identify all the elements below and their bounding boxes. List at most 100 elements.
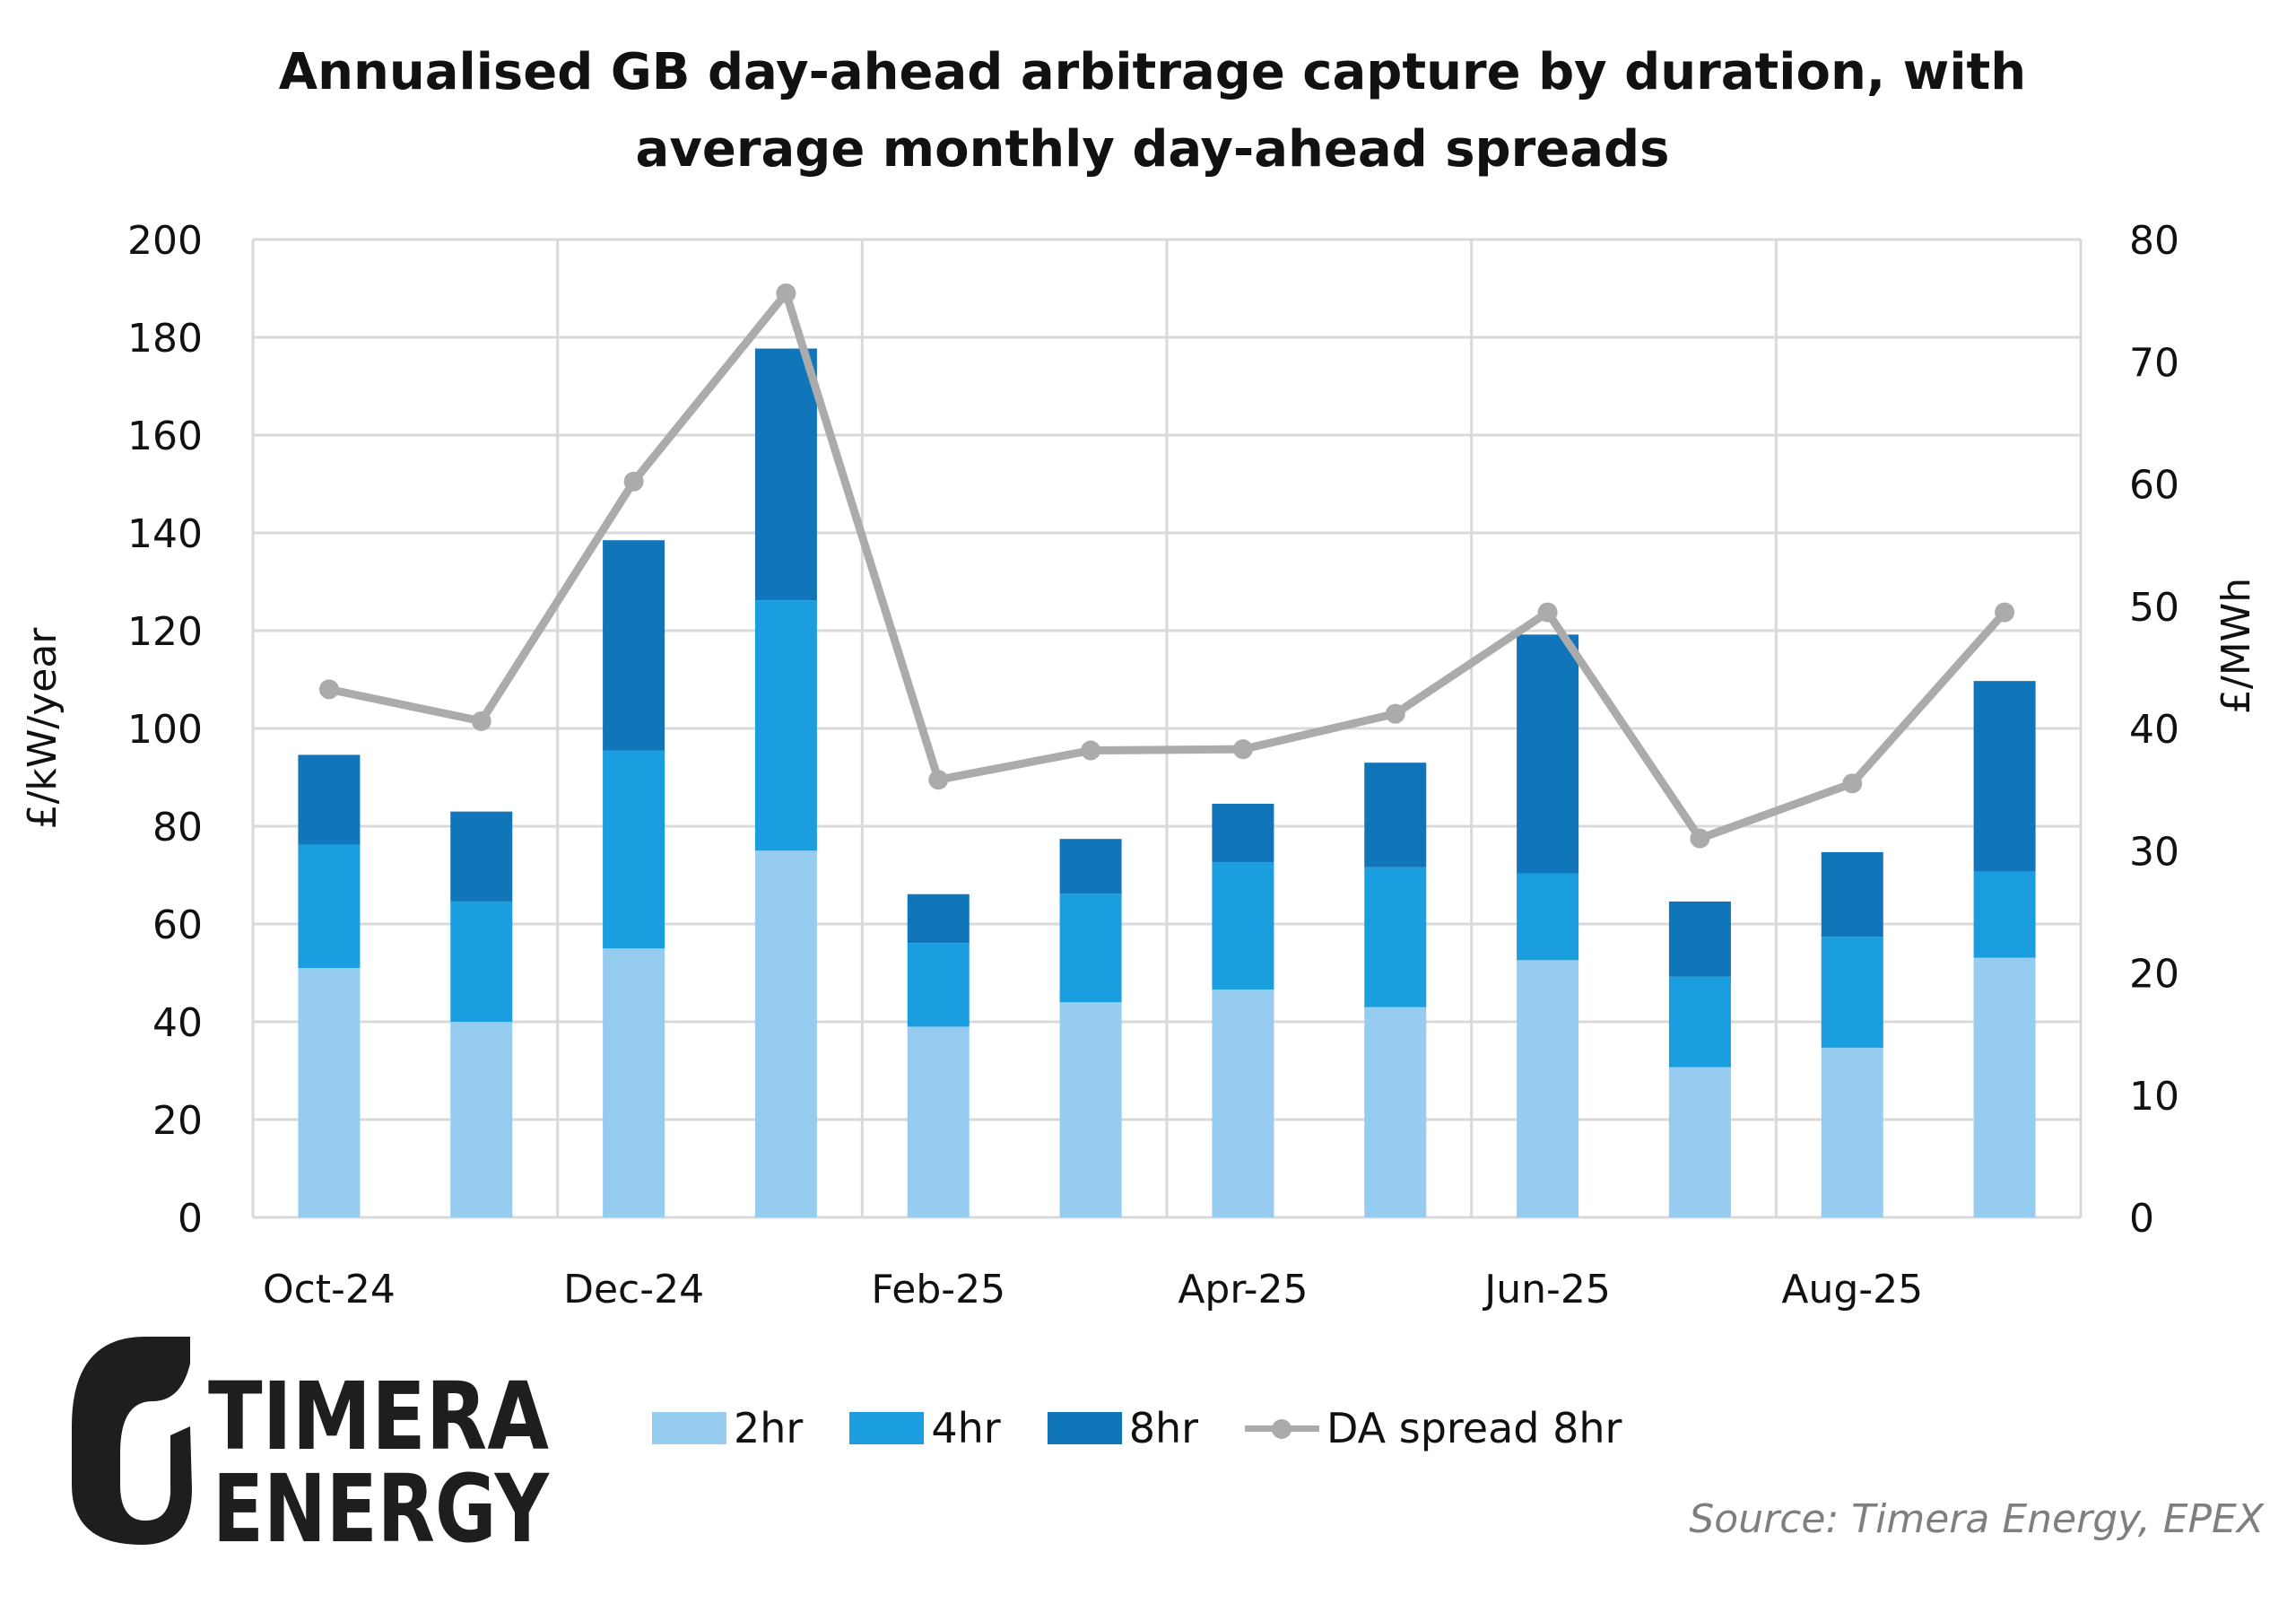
bar-2hr-Jul-25 — [1668, 1067, 1731, 1217]
bar-4hr-Jan-25 — [754, 600, 817, 851]
bar-4hr-Apr-25 — [1212, 862, 1274, 990]
bar-2hr-Jun-25 — [1517, 960, 1579, 1217]
bar-2hr-Mar-25 — [1059, 1002, 1122, 1217]
y-tick-label: 40 — [152, 1000, 203, 1046]
bar-2hr-Oct-24 — [298, 968, 361, 1217]
y-tick-label: 160 — [127, 414, 203, 459]
spread-line-path — [327, 289, 2008, 843]
chart-title: Annualised GB day-ahead arbitrage captur… — [0, 34, 2296, 188]
bar-4hr-Aug-25 — [1821, 937, 1883, 1048]
x-axis-ticks: Oct-24 Dec-24 Feb-25 Apr-25 Jun-25 Aug-25 — [263, 1267, 1923, 1312]
bar-4hr-Jul-25 — [1668, 976, 1731, 1068]
spread-point-Apr-25 — [1232, 739, 1253, 760]
timera-energy-logo: TIMERA ENERGY — [56, 1337, 558, 1564]
legend-swatch-8hr — [1047, 1412, 1122, 1444]
bar-8hr-Jul-25 — [1668, 901, 1731, 977]
legend-swatch-2hr — [652, 1412, 726, 1444]
bar-8hr-Apr-25 — [1212, 803, 1274, 863]
y2-tick-label: 10 — [2129, 1074, 2179, 1120]
x-tick-label: Oct-24 — [263, 1267, 396, 1312]
bar-4hr-Sep-25 — [1973, 871, 2036, 958]
logo-text-line2: ENERGY — [213, 1454, 550, 1547]
legend-line-marker-icon — [1245, 1412, 1320, 1444]
legend-item-2hr: 2hr — [652, 1404, 803, 1452]
bar-2hr-Jan-25 — [754, 850, 817, 1217]
spread-line — [318, 283, 2015, 849]
x-tick-label: Apr-25 — [1178, 1267, 1308, 1312]
bar-8hr-Sep-25 — [1973, 681, 2036, 872]
bar-8hr-Feb-25 — [907, 894, 970, 944]
y-tick-label: 100 — [127, 707, 203, 753]
spread-point-Nov-24 — [471, 710, 491, 731]
y-axis-right-title: £/MWh — [2213, 578, 2259, 714]
y-tick-label: 180 — [127, 316, 203, 362]
spread-point-May-25 — [1385, 703, 1405, 724]
spread-point-Aug-25 — [1842, 773, 1863, 794]
bar-8hr-Nov-24 — [450, 811, 513, 902]
y-tick-label: 80 — [152, 805, 203, 850]
y-tick-label: 60 — [152, 902, 203, 948]
bar-4hr-Oct-24 — [298, 844, 361, 969]
bars — [298, 348, 2036, 1217]
y2-tick-label: 40 — [2129, 707, 2179, 753]
source-note: Source: Timera Energy, EPEX — [1689, 1496, 2264, 1542]
legend-swatch-4hr — [849, 1412, 925, 1444]
legend-label: DA spread 8hr — [1326, 1404, 1622, 1452]
bar-4hr-Nov-24 — [450, 901, 513, 1022]
spread-point-Dec-24 — [623, 471, 644, 492]
legend-item-line: DA spread 8hr — [1245, 1404, 1622, 1452]
bar-2hr-Dec-24 — [603, 948, 665, 1217]
legend-label: 4hr — [931, 1404, 1001, 1452]
bar-8hr-Dec-24 — [603, 540, 665, 751]
bar-4hr-Feb-25 — [907, 943, 970, 1027]
x-tick-label: Feb-25 — [871, 1267, 1005, 1312]
y2-tick-label: 0 — [2129, 1196, 2154, 1242]
gridlines — [251, 238, 2083, 1219]
y2-tick-label: 60 — [2129, 463, 2179, 509]
bar-2hr-Feb-25 — [907, 1026, 970, 1217]
y-tick-label: 120 — [127, 609, 203, 655]
y2-tick-label: 50 — [2129, 585, 2179, 631]
y2-tick-label: 70 — [2129, 340, 2179, 386]
spread-point-Jan-25 — [776, 283, 796, 303]
bar-8hr-Jan-25 — [754, 348, 817, 601]
legend-label: 8hr — [1128, 1404, 1199, 1452]
legend-item-8hr: 8hr — [1047, 1404, 1199, 1452]
y-tick-label: 20 — [152, 1098, 203, 1144]
bar-2hr-Nov-24 — [450, 1022, 513, 1217]
bar-4hr-May-25 — [1364, 867, 1427, 1007]
bar-2hr-Aug-25 — [1821, 1047, 1883, 1217]
spread-point-Oct-24 — [318, 679, 339, 700]
y-axis-left-ticks: 0 20 40 60 80 100 120 140 160 180 200 — [127, 218, 203, 1242]
spread-point-Jun-25 — [1537, 602, 1558, 623]
bar-8hr-Mar-25 — [1059, 839, 1122, 894]
legend-label: 2hr — [734, 1404, 804, 1452]
chart-title-line1: Annualised GB day-ahead arbitrage captur… — [278, 43, 2027, 101]
spread-point-Jul-25 — [1690, 828, 1710, 849]
logo-text-line1: TIMERA — [208, 1362, 549, 1471]
x-tick-label: Jun-25 — [1482, 1267, 1611, 1312]
y2-tick-label: 80 — [2129, 218, 2179, 264]
spread-point-Feb-25 — [928, 770, 949, 790]
legend-item-4hr: 4hr — [849, 1404, 1001, 1452]
bar-8hr-Oct-24 — [298, 754, 361, 845]
bar-8hr-Jun-25 — [1517, 634, 1579, 874]
legend: 2hr 4hr 8hr DA spread 8hr — [652, 1399, 1668, 1457]
bar-8hr-Aug-25 — [1821, 851, 1883, 937]
y-axis-right-ticks: 0 10 20 30 40 50 60 70 80 — [2129, 218, 2179, 1242]
y-tick-label: 0 — [178, 1196, 203, 1242]
bar-2hr-Sep-25 — [1973, 957, 2036, 1217]
y-tick-label: 200 — [127, 218, 203, 264]
bar-4hr-Mar-25 — [1059, 894, 1122, 1003]
bar-2hr-May-25 — [1364, 1007, 1427, 1217]
y-tick-label: 140 — [127, 511, 203, 557]
y2-tick-label: 30 — [2129, 829, 2179, 875]
bar-4hr-Dec-24 — [603, 750, 665, 949]
bar-8hr-May-25 — [1364, 763, 1427, 867]
x-tick-label: Aug-25 — [1781, 1267, 1923, 1312]
bar-4hr-Jun-25 — [1517, 873, 1579, 961]
spread-point-Mar-25 — [1081, 740, 1101, 761]
logo-mark-icon: TIMERA ENERGY — [72, 1337, 550, 1564]
y2-tick-label: 20 — [2129, 952, 2179, 998]
